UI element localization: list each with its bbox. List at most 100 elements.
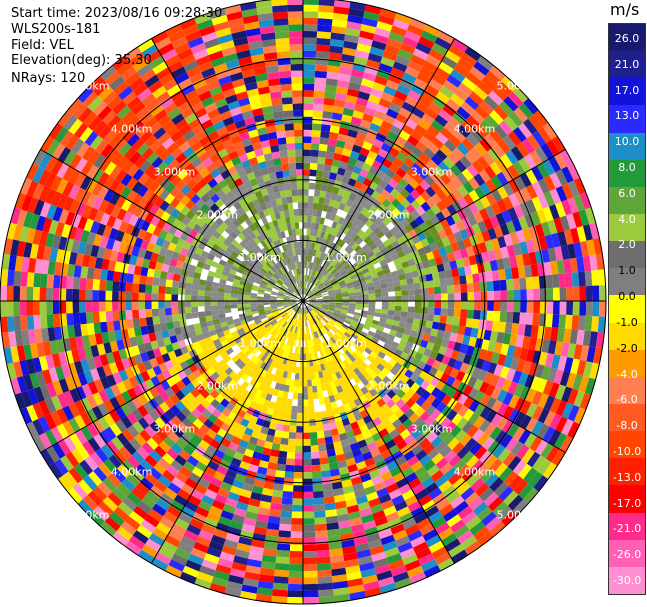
velocity-cell <box>138 301 146 310</box>
velocity-cell <box>118 291 126 301</box>
velocity-cell <box>457 197 469 209</box>
velocity-cell <box>303 406 309 413</box>
velocity-cell <box>396 343 406 352</box>
velocity-cell <box>303 189 309 196</box>
velocity-cell <box>400 218 410 228</box>
velocity-cell <box>388 73 403 85</box>
velocity-cell <box>384 230 394 240</box>
velocity-cell <box>332 105 345 115</box>
velocity-cell <box>349 231 357 240</box>
velocity-cell <box>138 292 146 301</box>
velocity-cell <box>348 239 356 248</box>
velocity-cell <box>479 137 493 152</box>
velocity-cell <box>313 270 318 278</box>
velocity-cell <box>292 399 298 407</box>
velocity-cell <box>392 173 403 184</box>
velocity-cell <box>368 231 377 240</box>
velocity-cell <box>344 213 353 222</box>
velocity-cell <box>390 25 407 37</box>
velocity-cell <box>303 379 308 387</box>
velocity-cell <box>318 589 334 597</box>
velocity-cell <box>305 288 308 295</box>
velocity-cell <box>551 136 566 153</box>
velocity-cell <box>340 210 348 219</box>
velocity-cell <box>303 570 318 578</box>
velocity-cell <box>498 269 507 281</box>
velocity-cell <box>426 357 436 367</box>
velocity-cell <box>445 215 456 227</box>
velocity-cell <box>316 424 324 432</box>
velocity-cell <box>314 77 327 85</box>
velocity-cell <box>484 205 496 218</box>
velocity-cell <box>395 55 411 67</box>
velocity-cell <box>424 84 440 97</box>
velocity-cell <box>428 258 437 267</box>
velocity-cell <box>344 101 356 111</box>
velocity-cell <box>314 405 321 413</box>
velocity-cell <box>315 293 322 297</box>
velocity-cell <box>402 247 412 256</box>
velocity-cell <box>428 301 435 308</box>
velocity-cell <box>290 531 303 539</box>
velocity-cell <box>413 282 421 290</box>
velocity-cell <box>79 277 87 290</box>
velocity-cell <box>303 485 313 492</box>
velocity-cell <box>346 315 354 320</box>
velocity-cell <box>158 285 166 294</box>
velocity-cell <box>407 89 422 102</box>
velocity-cell <box>447 301 455 309</box>
velocity-cell <box>424 218 435 229</box>
velocity-cell <box>534 250 544 264</box>
velocity-cell <box>465 345 475 356</box>
velocity-cell <box>336 86 349 95</box>
velocity-cell <box>303 83 315 91</box>
velocity-cell <box>323 280 330 286</box>
velocity-cell <box>489 374 500 387</box>
velocity-cell <box>420 212 431 223</box>
velocity-cell <box>349 150 360 160</box>
velocity-cell <box>329 125 340 134</box>
velocity-cell <box>567 163 580 181</box>
velocity-cell <box>92 279 100 291</box>
velocity-cell <box>368 301 376 305</box>
velocity-cell <box>317 282 323 288</box>
velocity-cell <box>322 269 328 276</box>
velocity-cell <box>303 452 312 460</box>
velocity-cell <box>352 252 360 260</box>
velocity-cell <box>456 172 469 185</box>
velocity-cell <box>46 287 53 301</box>
velocity-cell <box>316 209 323 218</box>
velocity-cell <box>438 109 453 122</box>
velocity-cell <box>357 36 373 47</box>
velocity-cell <box>347 247 355 255</box>
velocity-cell <box>334 288 342 293</box>
velocity-cell <box>559 215 571 232</box>
velocity-cell <box>303 30 318 38</box>
velocity-cell <box>384 323 393 330</box>
velocity-cell <box>318 143 328 152</box>
velocity-cell <box>474 105 490 120</box>
velocity-cell <box>504 322 513 334</box>
velocity-cell <box>113 320 121 331</box>
velocity-cell <box>315 305 322 309</box>
velocity-cell <box>518 122 533 139</box>
velocity-cell <box>308 242 313 249</box>
velocity-cell <box>375 169 386 180</box>
velocity-cell <box>39 273 48 288</box>
velocity-cell <box>315 51 330 59</box>
velocity-cell <box>171 287 179 295</box>
velocity-cell <box>426 125 440 138</box>
velocity-cell <box>372 33 389 45</box>
velocity-cell <box>378 274 386 281</box>
velocity-cell <box>303 0 319 5</box>
velocity-cell <box>315 176 323 184</box>
velocity-cell <box>311 255 315 263</box>
velocity-cell <box>92 301 100 312</box>
velocity-cell <box>493 311 501 322</box>
velocity-cell <box>13 301 21 317</box>
velocity-cell <box>306 222 312 229</box>
velocity-cell <box>579 192 592 210</box>
velocity-cell <box>430 182 442 194</box>
velocity-cell <box>346 229 354 238</box>
velocity-cell <box>321 308 328 312</box>
